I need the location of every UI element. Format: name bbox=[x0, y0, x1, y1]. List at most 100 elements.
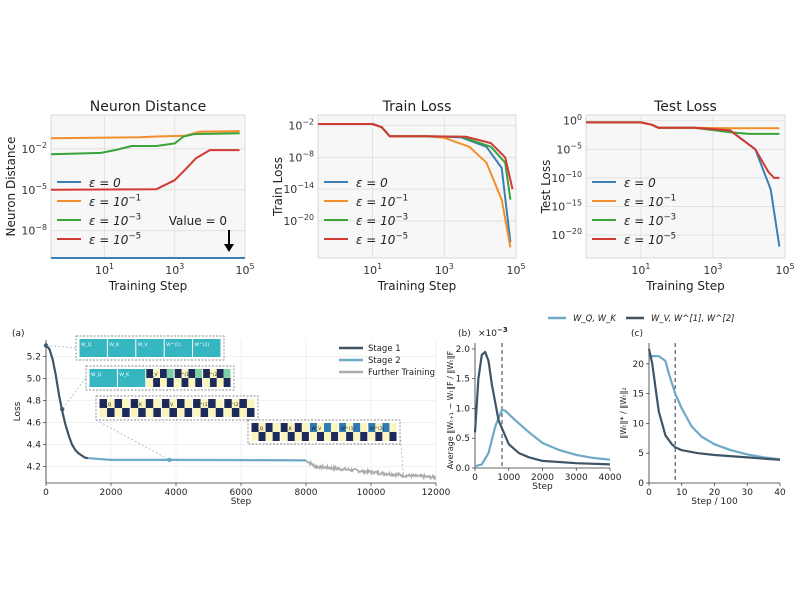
matrix-cell bbox=[272, 423, 280, 432]
matrix-label: W^(2) bbox=[195, 342, 210, 348]
matrix-cell bbox=[122, 399, 130, 408]
legend-label: ε = 10−3 bbox=[356, 213, 408, 228]
matrix-cell bbox=[122, 408, 130, 417]
matrix-label: W^(2) bbox=[370, 426, 385, 432]
matrix-cell bbox=[239, 399, 247, 408]
weight-inset-1: W_Q W_K W_V W^(1) W^(2) bbox=[45, 335, 225, 361]
matrix-cell bbox=[169, 408, 177, 417]
matrix-cell bbox=[224, 399, 232, 408]
matrix-cell bbox=[251, 432, 259, 441]
y-tick-label: 10−2 bbox=[288, 118, 314, 133]
y-tick-label: 0.0 bbox=[456, 464, 471, 474]
legend-label: ε = 0 bbox=[89, 176, 121, 190]
y-tick-label: 4.4 bbox=[27, 441, 42, 451]
inset-connector bbox=[45, 345, 77, 349]
legend-label: ε = 0 bbox=[356, 176, 388, 190]
y-tick-label: 10−14 bbox=[283, 181, 314, 196]
matrix-cell bbox=[209, 369, 217, 378]
matrix-cell bbox=[231, 408, 240, 417]
matrix-label: W_Q bbox=[101, 402, 112, 408]
x-tick-label: 101 bbox=[363, 262, 382, 277]
x-tick-label: 1000 bbox=[497, 473, 520, 483]
matrix-cell bbox=[184, 399, 193, 408]
x-axis-label: Step / 100 bbox=[691, 497, 738, 507]
matrix-cell bbox=[280, 432, 288, 441]
matrix-cell bbox=[138, 408, 146, 417]
weight-inset-2: W_Q W_K W_V W^(1) W^(2) bbox=[62, 365, 235, 410]
matrix-cell bbox=[265, 432, 273, 441]
matrix-cell bbox=[200, 408, 209, 417]
y-tick-label: 10−20 bbox=[283, 213, 314, 228]
matrix-cell bbox=[346, 432, 354, 441]
matrix-cell bbox=[209, 378, 217, 387]
matrix-cell bbox=[174, 369, 182, 378]
matrix-cell bbox=[153, 378, 160, 387]
matrix-cell bbox=[114, 408, 123, 417]
matrix-cell bbox=[239, 408, 247, 417]
matrix-cell bbox=[99, 399, 108, 408]
legend-label: ε = 0 bbox=[624, 176, 656, 190]
panel-a: (a) 0 2000 4000 6000 8000 10000 12000 4.2 4.4 4.6 4… bbox=[12, 329, 451, 507]
matrix-label: W_K bbox=[119, 372, 130, 378]
matrix-cell bbox=[161, 408, 170, 417]
y-tick-label: 10−10 bbox=[551, 170, 582, 185]
matrix-cell bbox=[181, 378, 189, 387]
legend-label: ε = 10−5 bbox=[624, 232, 676, 247]
series-line-further-training bbox=[305, 459, 437, 481]
matrix-cell bbox=[195, 369, 203, 378]
x-tick-label: 105 bbox=[506, 262, 525, 277]
matrix-cell bbox=[316, 432, 324, 441]
matrix-cell bbox=[324, 432, 332, 441]
matrix-cell bbox=[188, 369, 196, 378]
y-axis-label: Test Loss bbox=[539, 160, 553, 215]
x-tick-label: 101 bbox=[95, 262, 114, 277]
matrix-cell bbox=[130, 408, 139, 417]
matrix-cell bbox=[346, 423, 354, 432]
y-tick-label: 10−20 bbox=[551, 227, 582, 242]
x-tick-label: 3000 bbox=[565, 473, 588, 483]
y-axis-label: Average ‖Wₜ₊₁ − Wₜ‖F / ‖Wₜ‖F bbox=[446, 350, 455, 469]
matrix-cell bbox=[301, 423, 309, 432]
matrix-label: W_K bbox=[109, 342, 120, 348]
matrix-cell bbox=[89, 369, 117, 387]
weight-inset-3: W_Q W_K W_V W^(1) W^(2) bbox=[95, 395, 259, 461]
x-axis-label: Step bbox=[231, 497, 252, 507]
y-tick-label: 10−2 bbox=[21, 141, 47, 156]
matrix-cell bbox=[258, 432, 266, 441]
matrix-cell bbox=[316, 423, 324, 432]
matrix-label: W^(1) bbox=[341, 426, 356, 432]
matrix-cell bbox=[294, 423, 302, 432]
legend-label: ε = 10−1 bbox=[624, 194, 676, 209]
series-line-0 bbox=[474, 408, 611, 468]
legend-label: ε = 10−3 bbox=[89, 213, 141, 228]
legend-label: ε = 10−5 bbox=[356, 232, 408, 247]
matrix-cell bbox=[331, 432, 339, 441]
matrix-cell bbox=[107, 399, 115, 408]
matrix-cell bbox=[215, 408, 224, 417]
x-axis-label: Training Step bbox=[377, 279, 457, 293]
inset-connector bbox=[95, 419, 170, 461]
milestone-marker bbox=[167, 457, 172, 463]
matrix-cell bbox=[208, 399, 216, 408]
x-axis-label: Step bbox=[532, 482, 553, 492]
matrix-cell bbox=[223, 378, 231, 387]
legend-label: Stage 1 bbox=[368, 344, 401, 354]
matrix-cell bbox=[246, 399, 255, 408]
legend-label: Stage 2 bbox=[368, 356, 401, 366]
matrix-cell bbox=[368, 432, 376, 441]
x-tick-label: 2000 bbox=[531, 473, 554, 483]
matrix-cell bbox=[193, 408, 201, 417]
series-line-1 bbox=[50, 130, 240, 140]
matrix-cell bbox=[339, 423, 347, 432]
matrix-cell bbox=[138, 399, 146, 408]
x-tick-label: 6000 bbox=[230, 488, 253, 498]
matrix-cell bbox=[145, 408, 154, 417]
matrix-cell bbox=[177, 399, 185, 408]
matrix-cell bbox=[107, 339, 136, 357]
inset-connector bbox=[399, 431, 404, 476]
matrix-cell bbox=[107, 408, 115, 417]
panel-b: 0 1000 2000 3000 4000 0.0 0.5 1.0 1.5 2.0 Step (b) ×… bbox=[446, 326, 622, 492]
matrix-cell bbox=[117, 369, 146, 387]
matrix-cell bbox=[203, 369, 210, 378]
